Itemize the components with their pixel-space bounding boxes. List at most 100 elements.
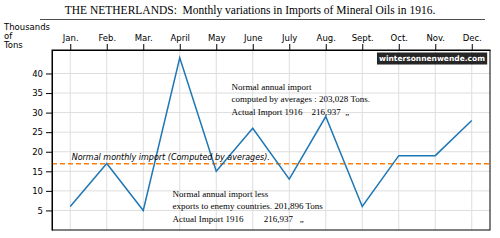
x-tick: June (243, 33, 263, 50)
chart-container: THE NETHERLANDS: Monthly variations in I… (0, 0, 500, 238)
x-axis: Jan. Feb. Mar. April May June July Aug. Sept. Oct… (53, 33, 491, 51)
y-tick: 35 (32, 88, 52, 98)
chart-svg: THE NETHERLANDS: Monthly variations in I… (0, 0, 500, 238)
x-tick-label: Jan. (62, 33, 79, 43)
x-tick-label: April (171, 33, 190, 43)
x-tick-mark (253, 44, 254, 50)
y-axis-label-line: Tons (3, 40, 23, 50)
x-tick-mark (107, 44, 108, 50)
annotation-line: Normal annual import (232, 82, 312, 92)
y-tick-mark (46, 93, 52, 94)
annotation: Normal annual import less exports to enem… (172, 189, 323, 224)
annotation: Normal annual import computed by averages… (232, 82, 370, 117)
y-grid-line (52, 171, 490, 172)
y-tick-mark (46, 171, 52, 172)
y-tick-label: 20 (32, 147, 43, 157)
y-tick-mark (46, 152, 52, 153)
x-grid-line (325, 50, 326, 230)
y-tick-label: 40 (32, 69, 43, 79)
y-axis-label: ThousandsofTons (3, 22, 51, 50)
y-tick-label: 10 (32, 186, 43, 196)
annotation-line: computed by averages : 203,028 Tons. (232, 94, 370, 104)
x-tick-mark (70, 44, 71, 50)
x-tick-mark (216, 44, 217, 50)
annotation-line: Normal annual import less (172, 189, 268, 199)
x-tick: Oct. (391, 33, 408, 50)
x-tick-label: Oct. (391, 33, 408, 43)
x-grid-line (398, 50, 399, 230)
watermark: wintersonnenwende.com (377, 53, 487, 65)
x-tick-mark (289, 44, 290, 50)
x-tick: July (281, 33, 297, 50)
grid (52, 50, 490, 230)
x-tick-mark (362, 44, 363, 50)
x-grid-line (435, 50, 436, 230)
data-marks (52, 58, 490, 211)
x-tick: Jan. (62, 33, 79, 50)
annotation-line: exports to enemy countries. 201,896 Tons (172, 201, 323, 211)
x-tick: Aug. (317, 33, 336, 50)
y-tick: 30 (32, 108, 52, 118)
x-tick-label: Feb. (98, 33, 116, 43)
x-tick: Feb. (98, 33, 116, 50)
x-tick-label: May (208, 33, 226, 43)
watermark-box (377, 53, 487, 65)
plot-area: Jan. Feb. Mar. April May June July Aug. Sept. Oct… (32, 33, 490, 231)
x-tick-label: Aug. (317, 33, 336, 43)
x-tick-mark (143, 44, 144, 50)
y-axis-line (52, 51, 53, 231)
data-line (70, 58, 472, 211)
y-tick-label: 5 (38, 206, 43, 216)
y-tick-label: 30 (32, 108, 43, 118)
y-grid-line (52, 190, 490, 191)
x-tick-mark (472, 44, 473, 50)
x-tick-mark (435, 44, 436, 50)
x-grid-line (70, 50, 71, 230)
y-tick-mark (46, 210, 52, 211)
x-tick: April (171, 33, 190, 50)
x-axis-line (53, 50, 491, 51)
y-tick: 10 (32, 186, 52, 196)
y-tick-mark (46, 132, 52, 133)
x-tick-mark (399, 44, 400, 50)
y-tick: 40 (32, 69, 52, 79)
x-tick-label: Nov. (426, 33, 445, 43)
y-tick: 25 (32, 127, 52, 137)
annotation-line: Actual Import 1916 216,937 „ (232, 107, 350, 117)
x-tick: Nov. (426, 33, 445, 50)
plot-frame (52, 50, 490, 230)
x-tick-label: July (281, 33, 297, 43)
x-grid-line (471, 50, 472, 230)
x-tick-mark (180, 44, 181, 50)
x-tick: May (208, 33, 226, 50)
x-tick-label: Sept. (352, 33, 374, 43)
x-tick: Dec. (463, 33, 482, 50)
title-underline (40, 19, 485, 20)
watermark-text: wintersonnenwende.com (379, 54, 485, 63)
y-tick-mark (46, 191, 52, 192)
x-grid-line (143, 50, 144, 230)
y-tick: 15 (32, 167, 52, 177)
x-tick-label: Mar. (135, 33, 153, 43)
y-tick-mark (46, 73, 52, 74)
y-tick-mark (46, 113, 52, 114)
y-grid-line (52, 132, 490, 133)
normal-monthly-label: Normal monthly import (Computed by avera… (72, 153, 270, 162)
annotations: Normal monthly import (Computed by avera… (72, 82, 370, 224)
x-tick: Mar. (135, 33, 153, 50)
annotation-line: Actual Import 1916 216,937 „ (172, 214, 303, 224)
chart-title: THE NETHERLANDS: Monthly variations in I… (65, 4, 436, 17)
y-tick-label: 35 (32, 88, 43, 98)
x-tick-label: Dec. (463, 33, 482, 43)
y-grid-line (52, 73, 490, 74)
normal-monthly-line (52, 163, 490, 165)
x-grid-line (362, 50, 363, 230)
x-grid-line (106, 50, 107, 230)
y-tick-label: 25 (32, 127, 43, 137)
y-tick-label: 15 (32, 167, 43, 177)
y-axis: 5 10 15 20 25 30 35 40 (32, 51, 52, 231)
y-tick: 20 (32, 147, 52, 157)
x-tick-mark (326, 44, 327, 50)
y-tick: 5 (38, 206, 52, 216)
x-tick-label: June (243, 33, 263, 43)
